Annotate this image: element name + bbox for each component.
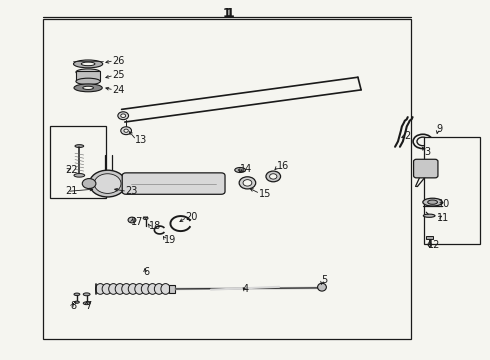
Text: 13: 13 xyxy=(135,135,147,145)
Text: 8: 8 xyxy=(71,301,77,311)
Ellipse shape xyxy=(423,160,430,163)
Ellipse shape xyxy=(270,174,277,179)
Text: 1: 1 xyxy=(225,8,234,21)
Ellipse shape xyxy=(239,177,256,189)
Text: 17: 17 xyxy=(130,217,143,227)
Ellipse shape xyxy=(318,283,326,291)
Ellipse shape xyxy=(141,284,150,294)
Ellipse shape xyxy=(128,217,136,223)
Ellipse shape xyxy=(83,302,90,305)
Ellipse shape xyxy=(121,127,131,135)
Bar xyxy=(424,137,480,244)
Text: 18: 18 xyxy=(148,221,161,231)
Text: 3: 3 xyxy=(424,147,430,157)
Ellipse shape xyxy=(128,284,138,294)
Ellipse shape xyxy=(89,170,126,197)
Ellipse shape xyxy=(135,284,144,294)
Text: 19: 19 xyxy=(164,235,176,245)
Ellipse shape xyxy=(428,200,438,204)
Ellipse shape xyxy=(115,284,124,294)
Ellipse shape xyxy=(96,284,105,294)
Text: 7: 7 xyxy=(85,301,92,311)
FancyBboxPatch shape xyxy=(122,173,225,194)
Text: 21: 21 xyxy=(66,186,78,197)
Ellipse shape xyxy=(266,171,281,182)
Bar xyxy=(50,126,106,198)
Ellipse shape xyxy=(83,86,94,89)
Ellipse shape xyxy=(423,214,435,217)
Text: 25: 25 xyxy=(113,70,125,80)
Ellipse shape xyxy=(76,78,100,85)
Ellipse shape xyxy=(76,69,100,75)
Ellipse shape xyxy=(75,145,84,148)
Text: 16: 16 xyxy=(277,161,289,171)
Ellipse shape xyxy=(83,293,90,296)
Ellipse shape xyxy=(121,114,125,117)
Bar xyxy=(170,285,175,293)
Ellipse shape xyxy=(94,174,121,193)
Ellipse shape xyxy=(109,284,118,294)
Bar xyxy=(76,71,100,81)
Ellipse shape xyxy=(122,284,131,294)
Ellipse shape xyxy=(154,284,164,294)
Ellipse shape xyxy=(143,217,148,220)
Ellipse shape xyxy=(235,167,245,172)
Text: 26: 26 xyxy=(113,56,125,66)
Text: 2: 2 xyxy=(404,131,410,141)
Text: 20: 20 xyxy=(186,212,198,222)
Text: 1: 1 xyxy=(223,8,231,21)
Text: 24: 24 xyxy=(113,85,125,95)
Ellipse shape xyxy=(74,293,80,296)
Ellipse shape xyxy=(82,179,96,189)
Bar xyxy=(426,236,433,239)
Text: 4: 4 xyxy=(243,284,249,294)
Ellipse shape xyxy=(423,198,442,206)
Text: 15: 15 xyxy=(259,189,271,199)
Ellipse shape xyxy=(74,84,102,92)
Ellipse shape xyxy=(161,284,170,294)
Text: 12: 12 xyxy=(428,240,441,250)
Ellipse shape xyxy=(238,169,242,171)
Ellipse shape xyxy=(124,129,128,132)
Ellipse shape xyxy=(243,180,252,186)
Ellipse shape xyxy=(148,284,157,294)
Text: 11: 11 xyxy=(437,213,449,223)
Bar xyxy=(43,19,411,339)
FancyBboxPatch shape xyxy=(414,159,438,178)
Text: 22: 22 xyxy=(66,165,78,175)
Text: 14: 14 xyxy=(240,163,252,174)
Ellipse shape xyxy=(118,112,128,120)
Ellipse shape xyxy=(74,60,103,68)
Text: 10: 10 xyxy=(439,199,451,209)
Text: 5: 5 xyxy=(321,275,327,285)
Ellipse shape xyxy=(74,174,85,177)
Ellipse shape xyxy=(74,301,79,303)
Text: 23: 23 xyxy=(125,186,138,197)
Text: 6: 6 xyxy=(144,267,150,277)
Text: 9: 9 xyxy=(437,124,442,134)
Ellipse shape xyxy=(102,284,112,294)
Ellipse shape xyxy=(81,62,95,66)
